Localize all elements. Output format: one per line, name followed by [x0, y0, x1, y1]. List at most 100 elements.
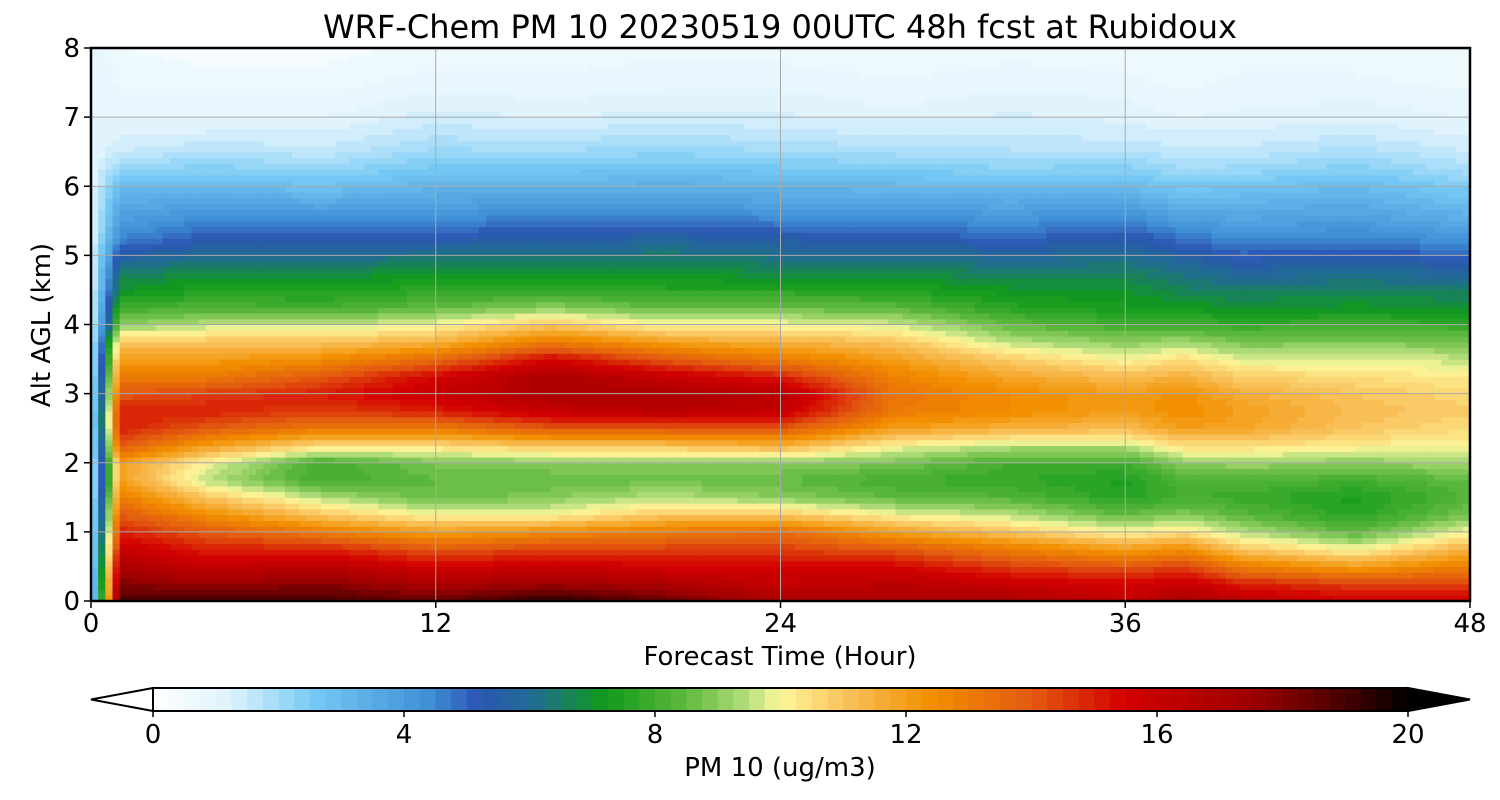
heatmap-cell [163, 411, 171, 417]
heatmap-cell [98, 152, 106, 158]
heatmap-cell [192, 365, 200, 371]
heatmap-cell [177, 94, 185, 100]
heatmap-cell [170, 232, 178, 238]
heatmap-cell [170, 348, 178, 354]
heatmap-cell [163, 325, 171, 331]
heatmap-cell [113, 186, 121, 192]
heatmap-cell [105, 365, 113, 371]
heatmap-cell [120, 555, 128, 561]
heatmap-cell [127, 543, 135, 549]
heatmap-cell [148, 88, 156, 94]
heatmap-cell [177, 474, 185, 480]
heatmap-cell [98, 348, 106, 354]
heatmap-cell [170, 543, 178, 549]
heatmap-cell [120, 492, 128, 498]
heatmap-cell [206, 509, 214, 515]
heatmap-cell [206, 163, 214, 169]
heatmap-cell [184, 88, 192, 94]
heatmap-cell [156, 169, 164, 175]
heatmap-cell [148, 422, 156, 428]
heatmap-cell [184, 296, 192, 302]
heatmap-cell [163, 273, 171, 279]
heatmap-cell [105, 411, 113, 417]
heatmap-cell [177, 227, 185, 233]
heatmap-cell [120, 434, 128, 440]
heatmap-cell [127, 394, 135, 400]
heatmap-cell [177, 307, 185, 313]
heatmap-cell [127, 140, 135, 146]
heatmap-cell [113, 192, 121, 198]
heatmap-cell [156, 284, 164, 290]
heatmap-cell [163, 336, 171, 342]
heatmap-cell [120, 146, 128, 152]
heatmap-cell [170, 503, 178, 509]
heatmap-cell [184, 440, 192, 446]
heatmap-cell [192, 382, 200, 388]
heatmap-cell [199, 296, 207, 302]
heatmap-cell [98, 371, 106, 377]
heatmap-cell [192, 394, 200, 400]
heatmap-cell [177, 342, 185, 348]
heatmap-cell [184, 209, 192, 215]
heatmap-cell [184, 134, 192, 140]
heatmap-cell [148, 163, 156, 169]
heatmap-cell [98, 543, 106, 549]
heatmap-cell [127, 572, 135, 578]
heatmap-cell [148, 65, 156, 71]
heatmap-cell [170, 163, 178, 169]
heatmap-cell [170, 278, 178, 284]
heatmap-cell [120, 221, 128, 227]
heatmap-cell [98, 140, 106, 146]
heatmap-cell [213, 261, 221, 267]
heatmap-cell [127, 382, 135, 388]
heatmap-cell [213, 342, 221, 348]
heatmap-cell [98, 60, 106, 66]
heatmap-cell [170, 100, 178, 106]
heatmap-cell [192, 296, 200, 302]
heatmap-cell [113, 273, 121, 279]
heatmap-cell [170, 497, 178, 503]
heatmap-cell [141, 117, 149, 123]
heatmap-cell [184, 376, 192, 382]
heatmap-cell [163, 255, 171, 261]
heatmap-cell [141, 348, 149, 354]
heatmap-cell [141, 152, 149, 158]
heatmap-cell [220, 307, 228, 313]
heatmap-cell [170, 411, 178, 417]
heatmap-cell [98, 382, 106, 388]
heatmap-cell [134, 538, 142, 544]
heatmap-cell [98, 273, 106, 279]
heatmap-cell [184, 480, 192, 486]
heatmap-cell [177, 129, 185, 135]
heatmap-cell [156, 532, 164, 538]
heatmap-cell [127, 186, 135, 192]
heatmap-cell [192, 273, 200, 279]
heatmap-cell [220, 561, 228, 567]
heatmap-cell [213, 417, 221, 423]
heatmap-cell [184, 353, 192, 359]
heatmap-cell [213, 54, 221, 60]
heatmap-cell [177, 192, 185, 198]
heatmap-cell [105, 549, 113, 555]
heatmap-cell [156, 463, 164, 469]
heatmap-cell [220, 469, 228, 475]
heatmap-cell [141, 273, 149, 279]
heatmap-cell [120, 486, 128, 492]
heatmap-cell [148, 566, 156, 572]
heatmap-cell [105, 140, 113, 146]
heatmap-cell [177, 71, 185, 77]
heatmap-cell [199, 244, 207, 250]
heatmap-cell [98, 589, 106, 595]
heatmap-cell [220, 486, 228, 492]
heatmap-cell [170, 422, 178, 428]
heatmap-cell [98, 313, 106, 319]
heatmap-cell [206, 204, 214, 210]
heatmap-cell [192, 561, 200, 567]
heatmap-cell [206, 434, 214, 440]
heatmap-cell [170, 486, 178, 492]
heatmap-cell [148, 244, 156, 250]
heatmap-cell [113, 561, 121, 567]
heatmap-cell [220, 342, 228, 348]
heatmap-cell [98, 376, 106, 382]
heatmap-cell [98, 204, 106, 210]
